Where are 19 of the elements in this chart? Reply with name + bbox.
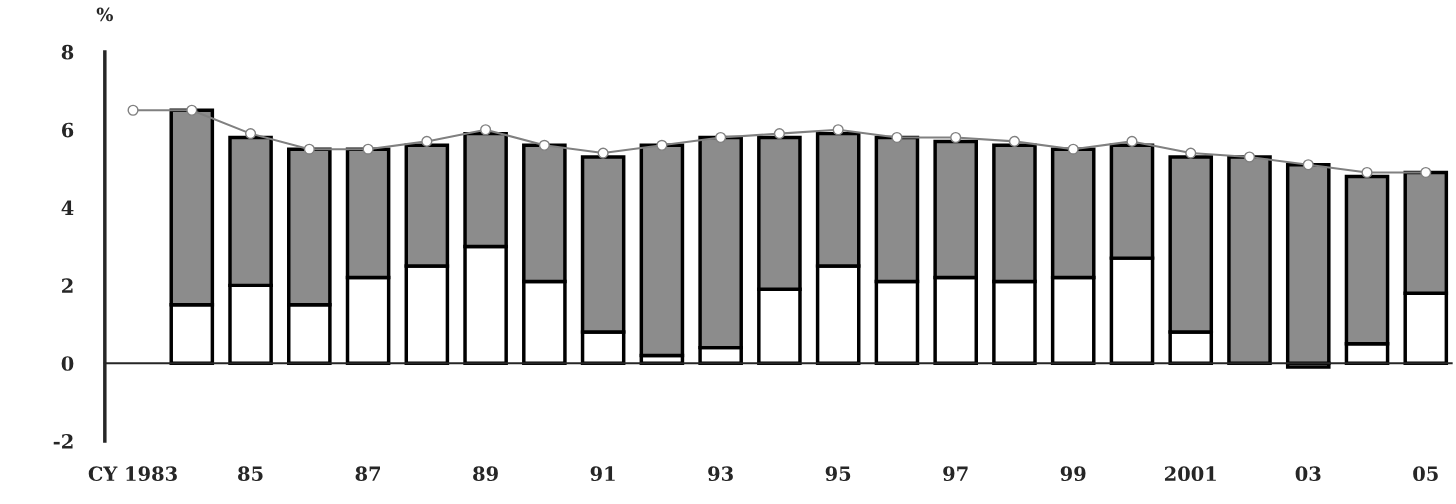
x-tick-label: 2001	[1164, 466, 1216, 482]
x-tick-label: 03	[1295, 466, 1321, 482]
y-tick-label: 2	[62, 278, 73, 293]
x-tick-label: 87	[355, 466, 380, 482]
y-axis-title: %	[96, 7, 113, 22]
x-tick-label: 91	[590, 466, 615, 482]
y-tick-label: -2	[53, 433, 73, 449]
y-tick-label: 0	[61, 356, 74, 371]
y-tick-label: 8	[61, 44, 74, 60]
x-tick-label: 99	[1060, 466, 1086, 482]
x-tick-label: 85	[238, 466, 263, 482]
x-tick-label: 97	[943, 466, 968, 482]
x-tick-label: 93	[708, 466, 733, 482]
x-tick-label: 89	[473, 466, 498, 482]
y-tick-label: 6	[61, 122, 74, 138]
y-tick-label: 4	[61, 200, 74, 215]
x-tick-label: CY 1983	[88, 466, 177, 482]
x-tick-label: 95	[825, 466, 851, 482]
x-tick-label: 05	[1413, 466, 1438, 482]
